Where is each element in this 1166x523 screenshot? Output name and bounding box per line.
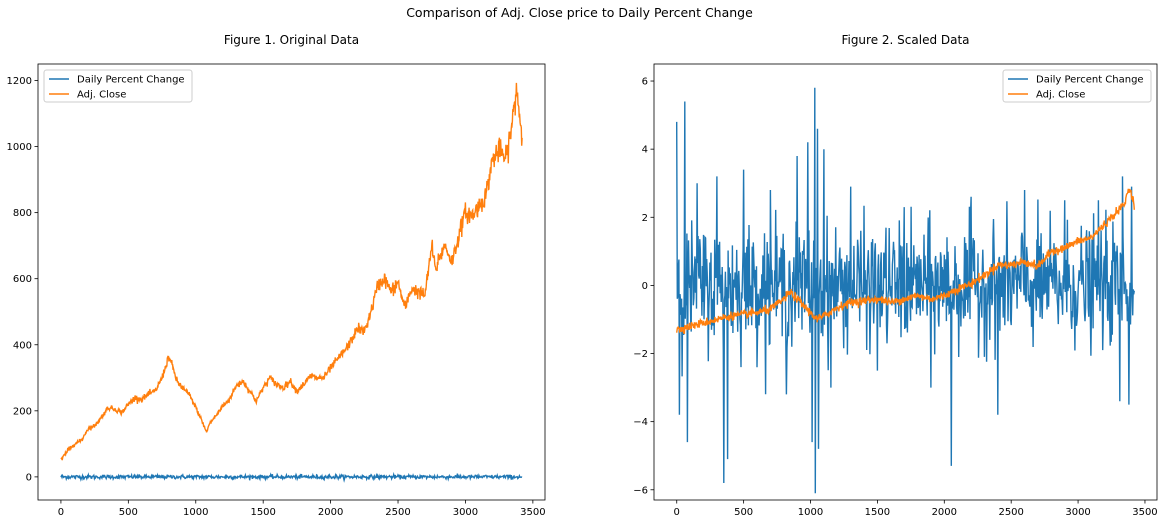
x-tick-label: 2000 <box>932 507 957 518</box>
y-tick-label: 2 <box>642 213 648 224</box>
legend-label: Adj. Close <box>1036 90 1085 101</box>
y-tick-label: 1000 <box>7 142 32 153</box>
y-tick-label: 1200 <box>7 76 32 87</box>
legend-label: Daily Percent Change <box>1036 75 1144 86</box>
x-tick-label: 500 <box>119 507 138 518</box>
x-tick-label: 2500 <box>385 507 410 518</box>
x-tick-label: 1000 <box>798 507 823 518</box>
axes-frame <box>37 63 546 501</box>
x-tick-label: 1500 <box>250 507 275 518</box>
legend-box <box>1002 69 1152 103</box>
x-tick-label: 2500 <box>998 507 1023 518</box>
series-line-adj-close <box>676 188 1135 334</box>
legend-label: Adj. Close <box>77 90 126 101</box>
x-tick-label: 3000 <box>1065 507 1090 518</box>
axes-frame <box>653 63 1158 501</box>
figure-suptitle: Comparison of Adj. Close price to Daily … <box>406 5 753 20</box>
x-tick-label: 2000 <box>318 507 343 518</box>
x-tick-label: 3000 <box>453 507 478 518</box>
series-line-daily-percent-change <box>676 87 1135 494</box>
axes-title: Figure 1. Original Data <box>224 33 359 47</box>
x-tick-label: 500 <box>734 507 753 518</box>
y-tick-label: 600 <box>13 274 32 285</box>
y-tick-label: 400 <box>13 340 32 351</box>
x-tick-label: 3500 <box>1132 507 1157 518</box>
x-tick-label: 0 <box>58 507 64 518</box>
x-tick-label: 0 <box>674 507 680 518</box>
y-tick-label: 0 <box>26 472 32 483</box>
series-line-daily-percent-change <box>60 471 523 483</box>
x-tick-label: 1500 <box>865 507 890 518</box>
y-tick-label: −2 <box>633 349 648 360</box>
legend: Daily Percent Change Adj. Close <box>43 69 193 103</box>
legend-label: Daily Percent Change <box>77 75 185 86</box>
y-tick-label: −4 <box>633 417 648 428</box>
y-tick-label: 200 <box>13 406 32 417</box>
y-tick-label: 4 <box>642 145 648 156</box>
axes-2: Figure 2. Scaled Data 0 500 1000 1500 2000 250… <box>633 33 1157 518</box>
x-tick-label: 1000 <box>183 507 208 518</box>
legend-box <box>43 69 193 103</box>
y-tick-label: 6 <box>642 77 648 88</box>
x-tick-label: 3500 <box>520 507 545 518</box>
y-tick-label: 0 <box>642 281 648 292</box>
axes-title: Figure 2. Scaled Data <box>841 33 969 47</box>
series-line-adj-close <box>60 82 523 461</box>
y-tick-label: 800 <box>13 208 32 219</box>
y-tick-label: −6 <box>633 485 648 496</box>
legend: Daily Percent Change Adj. Close <box>1002 69 1152 103</box>
